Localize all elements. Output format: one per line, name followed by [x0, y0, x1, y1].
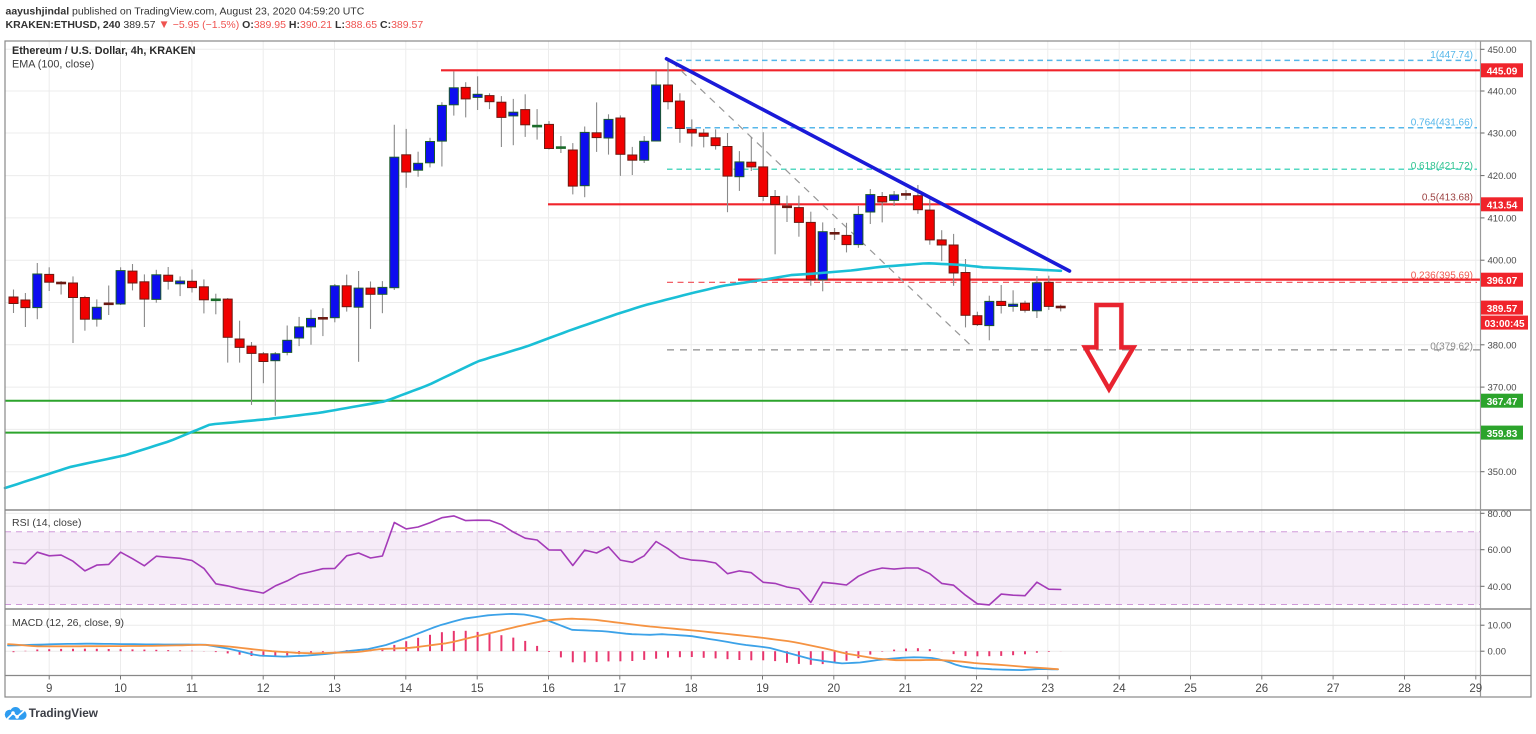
svg-text:389.57: 389.57 — [1487, 304, 1518, 315]
svg-text:23: 23 — [1041, 683, 1054, 695]
svg-text:TradingView: TradingView — [29, 706, 99, 720]
svg-text:27: 27 — [1327, 683, 1340, 695]
svg-text:450.00: 450.00 — [1488, 45, 1517, 56]
svg-text:430.00: 430.00 — [1488, 129, 1517, 140]
svg-text:03:00:45: 03:00:45 — [1484, 319, 1524, 330]
svg-text:367.47: 367.47 — [1487, 397, 1518, 408]
svg-text:RSI (14, close): RSI (14, close) — [12, 517, 81, 529]
svg-text:aayushjindal published on Trad: aayushjindal published on TradingView.co… — [6, 5, 365, 17]
svg-text:22: 22 — [970, 683, 983, 695]
svg-text:21: 21 — [899, 683, 912, 695]
svg-text:440.00: 440.00 — [1488, 87, 1517, 98]
svg-text:0.236(395.69): 0.236(395.69) — [1411, 271, 1473, 282]
svg-text:20: 20 — [827, 683, 840, 695]
svg-text:26: 26 — [1255, 683, 1268, 695]
svg-text:0.618(421.72): 0.618(421.72) — [1411, 161, 1473, 172]
svg-text:9: 9 — [46, 683, 52, 695]
svg-text:445.09: 445.09 — [1487, 67, 1518, 78]
svg-text:16: 16 — [542, 683, 555, 695]
svg-text:0(379.62): 0(379.62) — [1430, 341, 1473, 352]
svg-text:Ethereum / U.S. Dollar, 4h, KR: Ethereum / U.S. Dollar, 4h, KRAKEN — [12, 45, 196, 57]
svg-text:1(447.74): 1(447.74) — [1430, 50, 1473, 61]
svg-text:11: 11 — [186, 683, 198, 695]
svg-text:40.00: 40.00 — [1488, 582, 1512, 593]
svg-text:0.00: 0.00 — [1488, 647, 1507, 658]
svg-text:KRAKEN:ETHUSD, 240 389.57 ▼ −: KRAKEN:ETHUSD, 240 389.57 ▼ −5.95 (−1.5%… — [6, 19, 424, 31]
svg-text:24: 24 — [1113, 683, 1126, 695]
svg-text:12: 12 — [257, 683, 270, 695]
svg-text:14: 14 — [399, 683, 412, 695]
svg-text:MACD (12, 26, close, 9): MACD (12, 26, close, 9) — [12, 617, 124, 629]
svg-text:380.00: 380.00 — [1488, 340, 1517, 351]
svg-text:80.00: 80.00 — [1488, 509, 1512, 520]
svg-text:10.00: 10.00 — [1488, 621, 1512, 632]
svg-text:400.00: 400.00 — [1488, 256, 1517, 267]
svg-text:350.00: 350.00 — [1488, 467, 1517, 478]
svg-text:EMA (100, close): EMA (100, close) — [12, 59, 94, 71]
svg-text:18: 18 — [685, 683, 698, 695]
svg-text:29: 29 — [1469, 683, 1482, 695]
svg-text:396.07: 396.07 — [1487, 276, 1518, 287]
svg-text:10: 10 — [114, 683, 127, 695]
svg-text:25: 25 — [1184, 683, 1197, 695]
svg-text:15: 15 — [471, 683, 484, 695]
svg-text:420.00: 420.00 — [1488, 171, 1517, 182]
svg-text:359.83: 359.83 — [1487, 429, 1518, 440]
svg-text:60.00: 60.00 — [1488, 545, 1512, 556]
svg-text:17: 17 — [613, 683, 626, 695]
svg-text:19: 19 — [756, 683, 769, 695]
svg-text:0.5(413.68): 0.5(413.68) — [1422, 193, 1473, 204]
svg-text:413.54: 413.54 — [1487, 201, 1518, 212]
svg-text:0.764(431.66): 0.764(431.66) — [1411, 118, 1473, 129]
svg-text:13: 13 — [328, 683, 341, 695]
svg-text:370.00: 370.00 — [1488, 383, 1517, 394]
svg-text:410.00: 410.00 — [1488, 213, 1517, 224]
svg-text:28: 28 — [1398, 683, 1411, 695]
